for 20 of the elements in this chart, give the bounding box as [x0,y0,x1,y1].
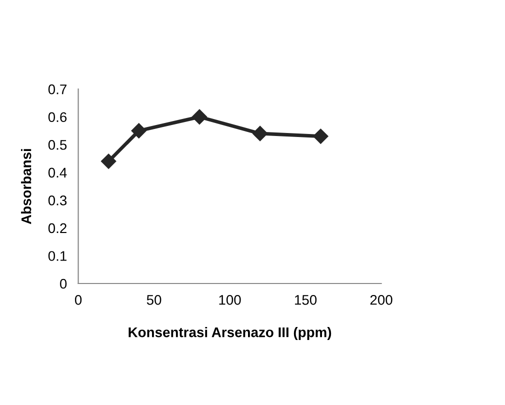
x-tick-label: 200 [370,294,392,305]
y-tick-label: 0.7 [48,84,66,94]
x-tick-label: 150 [295,294,317,305]
x-tick-label: 50 [146,294,162,305]
x-axis-title: Konsentrasi Arsenazo III (ppm) [128,327,332,340]
point [131,123,146,138]
point [313,128,328,144]
y-tick-label: 0.5 [48,140,67,150]
y-tick-label: 0.3 [48,196,67,206]
point [252,126,268,142]
y-tick-label: 0 [60,278,67,289]
x-tick-label: 100 [219,294,241,305]
y-tick-label: 0.4 [48,168,67,178]
y-tick-label: 0.2 [48,223,66,234]
x-tick-label: 0 [74,294,82,305]
y-tick-label: 0.6 [48,112,67,122]
point [192,109,208,124]
point [101,154,116,169]
y-axis-title: Absorbansi [21,149,32,224]
y-tick-label: 0.1 [48,251,66,261]
